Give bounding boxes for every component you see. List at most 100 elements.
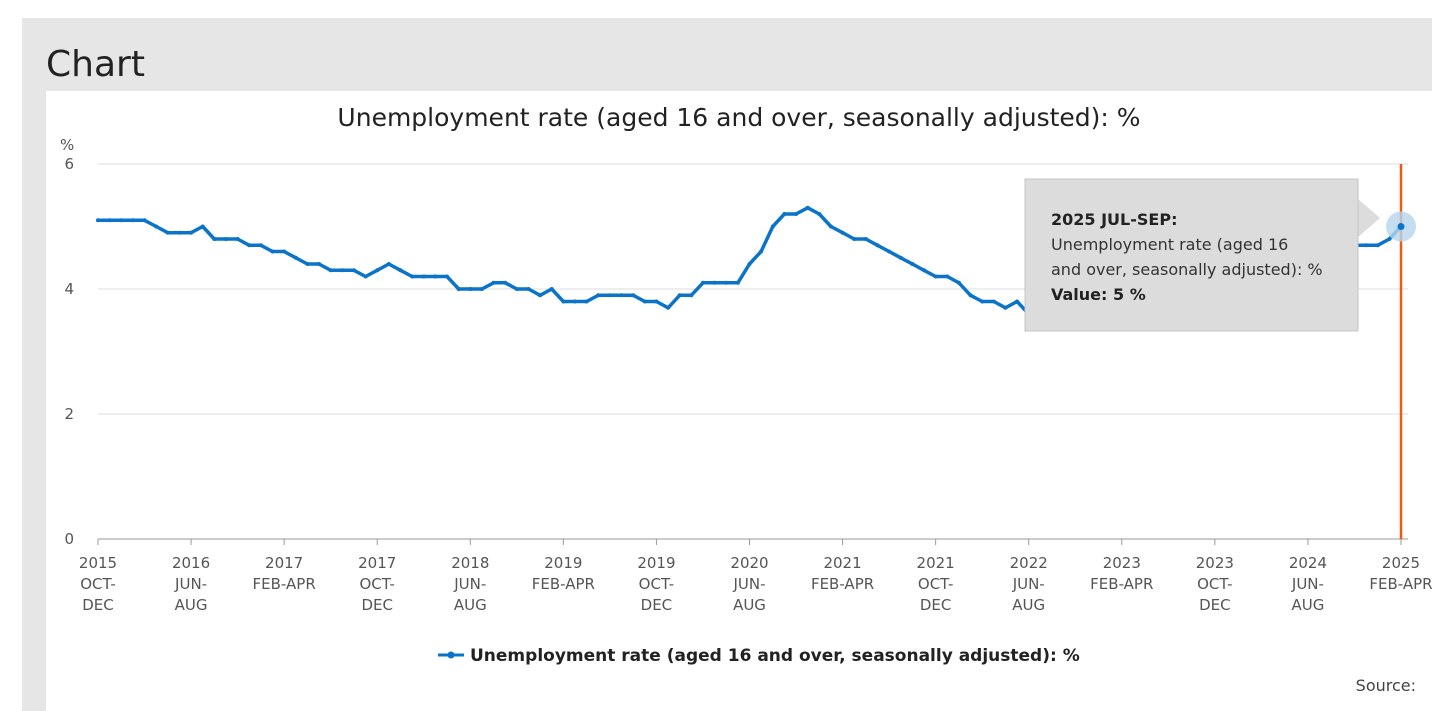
data-point[interactable] <box>305 262 310 266</box>
y-axis-unit-label: % <box>60 136 74 154</box>
data-point[interactable] <box>154 224 159 229</box>
data-point[interactable] <box>561 299 566 304</box>
data-point[interactable] <box>328 268 333 273</box>
line-chart[interactable]: Unemployment rate (aged 16 and over, sea… <box>46 91 1432 711</box>
data-point[interactable] <box>596 293 601 298</box>
data-point[interactable] <box>910 262 915 266</box>
data-point[interactable] <box>340 268 345 273</box>
x-tick-label-line: FEB-APR <box>1369 575 1432 593</box>
gridlines <box>98 163 1408 540</box>
data-point[interactable] <box>666 305 671 310</box>
data-point[interactable] <box>794 212 799 216</box>
data-point[interactable] <box>922 268 927 273</box>
data-point[interactable] <box>410 274 415 279</box>
data-point[interactable] <box>258 243 263 248</box>
data-point[interactable] <box>479 287 484 291</box>
data-point[interactable] <box>654 299 659 304</box>
data-point[interactable] <box>142 218 147 223</box>
data-point[interactable] <box>875 243 880 248</box>
x-tick-label-line: AUG <box>175 596 208 614</box>
data-point[interactable] <box>759 249 764 254</box>
data-point[interactable] <box>619 293 624 298</box>
data-point[interactable] <box>293 255 298 260</box>
data-point[interactable] <box>689 293 694 298</box>
data-point[interactable] <box>165 230 170 235</box>
data-point[interactable] <box>1375 243 1380 248</box>
data-point[interactable] <box>200 224 205 229</box>
data-point[interactable] <box>770 224 775 229</box>
data-point[interactable] <box>177 230 182 235</box>
data-point[interactable] <box>980 299 985 304</box>
x-tick-label: 2016 JUN- AUG <box>172 554 210 614</box>
data-point[interactable] <box>945 274 950 279</box>
data-point[interactable] <box>898 255 903 260</box>
data-point[interactable] <box>386 262 391 266</box>
data-point[interactable] <box>398 268 403 273</box>
data-point[interactable] <box>1364 243 1369 248</box>
data-point[interactable] <box>724 280 729 285</box>
data-point[interactable] <box>968 293 973 298</box>
data-point[interactable] <box>735 280 740 285</box>
data-point[interactable] <box>456 287 461 291</box>
y-tick-label: 6 <box>64 155 74 173</box>
data-point[interactable] <box>782 212 787 216</box>
data-point[interactable] <box>270 249 275 254</box>
data-point[interactable] <box>491 280 496 285</box>
x-tick-label-line: JUN- <box>1291 575 1324 593</box>
data-point[interactable] <box>887 249 892 254</box>
data-point[interactable] <box>607 293 612 298</box>
data-point[interactable] <box>642 299 647 304</box>
data-point[interactable] <box>107 218 112 223</box>
data-point[interactable] <box>631 293 636 298</box>
data-point[interactable] <box>130 218 135 223</box>
data-point[interactable] <box>282 249 287 254</box>
data-point[interactable] <box>1387 237 1392 241</box>
legend[interactable]: Unemployment rate (aged 16 and over, sea… <box>438 646 1080 666</box>
x-tick-label-line: 2017 <box>265 554 303 572</box>
data-point[interactable] <box>956 280 961 285</box>
data-point[interactable] <box>1015 299 1020 304</box>
data-point[interactable] <box>421 274 426 279</box>
data-point[interactable] <box>468 287 473 291</box>
data-point[interactable] <box>375 268 380 273</box>
data-point[interactable] <box>503 280 508 285</box>
data-point[interactable] <box>584 299 589 304</box>
tooltip-value: Value: 5 % <box>1051 285 1146 304</box>
data-point[interactable] <box>852 237 857 241</box>
data-point[interactable] <box>572 299 577 304</box>
data-point[interactable] <box>863 237 868 241</box>
data-point[interactable] <box>700 280 705 285</box>
data-point[interactable] <box>549 287 554 291</box>
data-point[interactable] <box>514 287 519 291</box>
data-point[interactable] <box>991 299 996 304</box>
data-point[interactable] <box>363 274 368 279</box>
data-point[interactable] <box>805 205 810 210</box>
data-point[interactable] <box>235 237 240 241</box>
x-tick-label-line: DEC <box>361 596 393 614</box>
data-point[interactable] <box>351 268 356 273</box>
data-point[interactable] <box>526 287 531 291</box>
data-point[interactable] <box>96 218 100 223</box>
hover-point[interactable] <box>1397 223 1405 230</box>
data-point[interactable] <box>445 274 450 279</box>
data-point[interactable] <box>747 262 752 266</box>
data-point[interactable] <box>247 243 252 248</box>
data-point[interactable] <box>817 212 822 216</box>
x-tick-label-line: 2023 <box>1196 554 1234 572</box>
data-point[interactable] <box>119 218 124 223</box>
data-point[interactable] <box>828 224 833 229</box>
x-tick-label-line: DEC <box>641 596 673 614</box>
data-point[interactable] <box>223 237 228 241</box>
data-point[interactable] <box>677 293 682 298</box>
legend-label[interactable]: Unemployment rate (aged 16 and over, sea… <box>470 646 1080 666</box>
data-point[interactable] <box>1003 305 1008 310</box>
data-point[interactable] <box>189 230 194 235</box>
data-point[interactable] <box>212 237 217 241</box>
data-point[interactable] <box>712 280 717 285</box>
data-point[interactable] <box>433 274 438 279</box>
x-tick-label-line: OCT- <box>1197 575 1232 593</box>
data-point[interactable] <box>840 230 845 235</box>
data-point[interactable] <box>933 274 938 279</box>
data-point[interactable] <box>317 262 322 266</box>
data-point[interactable] <box>538 293 543 298</box>
